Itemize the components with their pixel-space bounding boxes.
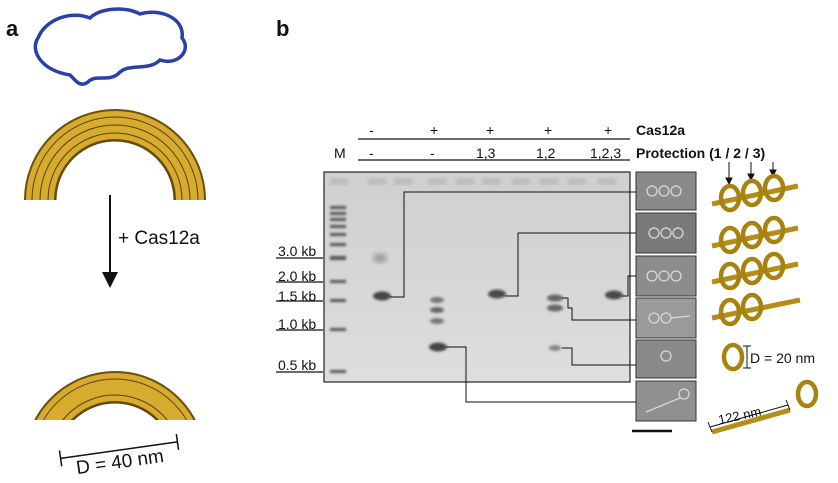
lane5-cas12a: + bbox=[604, 122, 613, 138]
lane3-protection: 1,3 bbox=[476, 145, 496, 161]
ring-diameter-bracket bbox=[743, 345, 751, 369]
lane4-protection: 1,2 bbox=[536, 145, 556, 161]
tem-micrographs bbox=[632, 171, 697, 433]
lane2-protection: - bbox=[430, 145, 435, 161]
ladder-label-0-5kb: 0.5 kb bbox=[278, 357, 317, 373]
ladder-label-2kb: 2.0 kb bbox=[278, 268, 317, 284]
ladder-label-3kb: 3.0 kb bbox=[278, 243, 317, 259]
origami-schematics bbox=[711, 173, 819, 435]
reaction-label: + Cas12a bbox=[118, 228, 200, 249]
lane2-cas12a: + bbox=[430, 122, 439, 138]
lane1-cas12a: - bbox=[369, 122, 374, 138]
dna-scaffold-loop bbox=[33, 7, 188, 86]
diameter-bar bbox=[58, 433, 180, 467]
agarose-gel bbox=[323, 171, 631, 383]
ladder-label-1-5kb: 1.5 kb bbox=[278, 288, 317, 304]
ladder-label-1kb: 1.0 kb bbox=[278, 316, 317, 332]
ring-diameter-label: D = 20 nm bbox=[750, 350, 815, 366]
origami-half-ring-top bbox=[24, 109, 206, 201]
lane4-cas12a: + bbox=[544, 122, 553, 138]
protection-arrows bbox=[725, 162, 777, 186]
cas12a-row-label: Cas12a bbox=[636, 122, 686, 138]
band-connectors bbox=[390, 191, 636, 403]
marker-label: M bbox=[334, 145, 346, 161]
panel-b-label: b bbox=[276, 16, 290, 41]
panel-a-label: a bbox=[6, 16, 19, 41]
ladder-ticks bbox=[276, 257, 323, 373]
lane5-protection: 1,2,3 bbox=[590, 145, 622, 161]
protection-row-label: Protection (1 / 2 / 3) bbox=[636, 145, 766, 161]
arrow-head-icon bbox=[102, 272, 118, 288]
lane1-protection: - bbox=[369, 145, 374, 161]
lane3-cas12a: + bbox=[486, 122, 495, 138]
rod-length-bracket bbox=[707, 399, 791, 433]
